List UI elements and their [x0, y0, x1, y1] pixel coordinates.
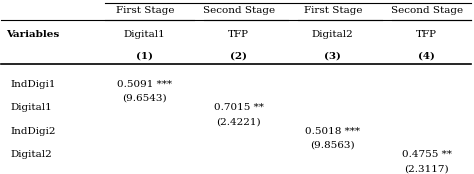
Text: First Stage: First Stage — [116, 6, 174, 15]
Text: First Stage: First Stage — [303, 6, 362, 15]
Text: Second Stage: Second Stage — [203, 6, 275, 15]
Text: (9.8563): (9.8563) — [310, 141, 355, 150]
Text: (2.3117): (2.3117) — [404, 165, 449, 173]
Text: 0.5018 ***: 0.5018 *** — [305, 127, 360, 136]
Text: 0.5091 ***: 0.5091 *** — [117, 80, 172, 89]
Text: Variables: Variables — [6, 30, 59, 39]
Text: IndDigi1: IndDigi1 — [11, 80, 56, 89]
Text: TFP: TFP — [228, 30, 249, 39]
Text: Second Stage: Second Stage — [391, 6, 463, 15]
Text: (9.6543): (9.6543) — [122, 94, 167, 103]
Text: (2): (2) — [230, 52, 247, 61]
Text: TFP: TFP — [416, 30, 438, 39]
Text: Digital1: Digital1 — [11, 103, 53, 112]
Text: (4): (4) — [419, 52, 435, 61]
Text: 0.4755 **: 0.4755 ** — [402, 150, 452, 159]
Text: 0.7015 **: 0.7015 ** — [214, 103, 264, 112]
Text: Digital2: Digital2 — [11, 150, 53, 159]
Text: IndDigi2: IndDigi2 — [11, 127, 56, 136]
Text: Digital2: Digital2 — [312, 30, 354, 39]
Text: Digital1: Digital1 — [124, 30, 165, 39]
Text: (2.4221): (2.4221) — [217, 117, 261, 126]
Text: (3): (3) — [324, 52, 341, 61]
Text: (1): (1) — [136, 52, 153, 61]
